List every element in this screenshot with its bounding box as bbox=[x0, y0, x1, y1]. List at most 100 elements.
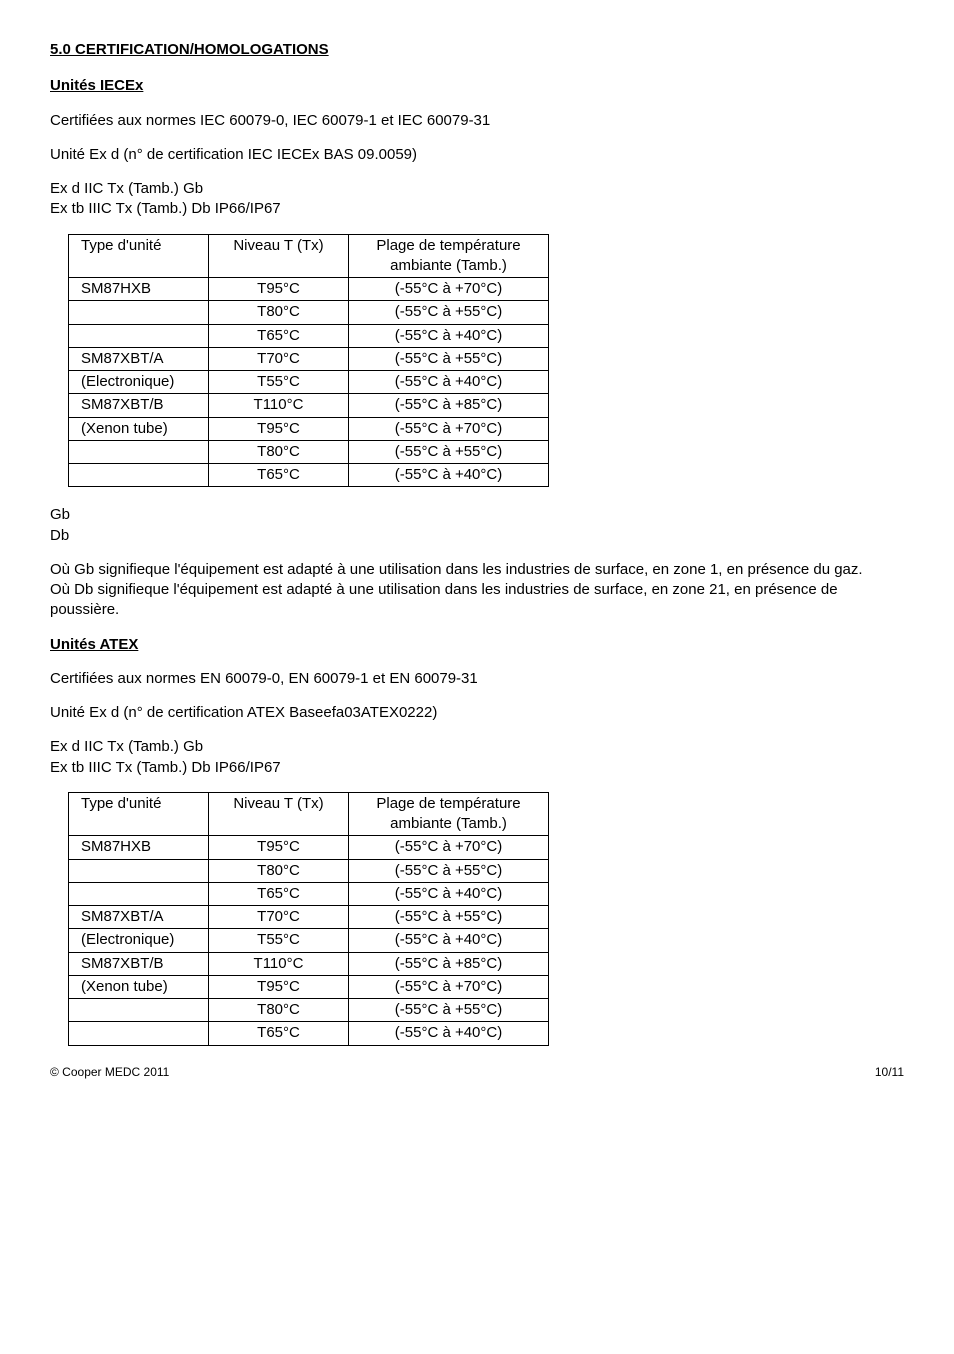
db-label: Db bbox=[50, 526, 904, 546]
atex-heading: Unités ATEX bbox=[50, 635, 904, 655]
cell-type: SM87HXB bbox=[69, 836, 209, 859]
cell-type bbox=[69, 301, 209, 324]
table-row: SM87XBT/AT70°C(-55°C à +55°C) bbox=[69, 906, 549, 929]
cell-type: SM87XBT/A bbox=[69, 347, 209, 370]
th-plage: Plage de température ambiante (Tamb.) bbox=[349, 234, 549, 278]
table-row: SM87HXBT95°C(-55°C à +70°C) bbox=[69, 836, 549, 859]
cell-niveau: T70°C bbox=[209, 906, 349, 929]
table-row: T65°C(-55°C à +40°C) bbox=[69, 1022, 549, 1045]
cell-niveau: T80°C bbox=[209, 859, 349, 882]
cell-type bbox=[69, 999, 209, 1022]
cell-niveau: T55°C bbox=[209, 371, 349, 394]
th-plage-line1: Plage de température bbox=[376, 795, 520, 812]
section-title: 5.0 CERTIFICATION/HOMOLOGATIONS bbox=[50, 40, 904, 60]
th-plage-line2: ambiante (Tamb.) bbox=[390, 257, 507, 274]
gb-label: Gb bbox=[50, 505, 904, 525]
cell-plage: (-55°C à +40°C) bbox=[349, 371, 549, 394]
cell-type bbox=[69, 859, 209, 882]
table-header-row: Type d'unité Niveau T (Tx) Plage de temp… bbox=[69, 792, 549, 836]
cell-plage: (-55°C à +55°C) bbox=[349, 347, 549, 370]
table-row: (Electronique)T55°C(-55°C à +40°C) bbox=[69, 371, 549, 394]
cell-niveau: T70°C bbox=[209, 347, 349, 370]
atex-table: Type d'unité Niveau T (Tx) Plage de temp… bbox=[68, 792, 549, 1046]
th-plage: Plage de température ambiante (Tamb.) bbox=[349, 792, 549, 836]
cell-type: (Xenon tube) bbox=[69, 417, 209, 440]
cell-type bbox=[69, 440, 209, 463]
db-text: Où Db signifieque l'équipement est adapt… bbox=[50, 580, 904, 621]
iecex-table: Type d'unité Niveau T (Tx) Plage de temp… bbox=[68, 234, 549, 488]
cell-niveau: T95°C bbox=[209, 836, 349, 859]
cell-plage: (-55°C à +40°C) bbox=[349, 464, 549, 487]
cell-niveau: T110°C bbox=[209, 952, 349, 975]
cell-type bbox=[69, 324, 209, 347]
th-niveau: Niveau T (Tx) bbox=[209, 792, 349, 836]
table-header-row: Type d'unité Niveau T (Tx) Plage de temp… bbox=[69, 234, 549, 278]
cell-niveau: T95°C bbox=[209, 975, 349, 998]
iecex-heading: Unités IECEx bbox=[50, 76, 904, 96]
cell-type: SM87XBT/B bbox=[69, 952, 209, 975]
table-row: T65°C(-55°C à +40°C) bbox=[69, 882, 549, 905]
cell-type: (Electronique) bbox=[69, 371, 209, 394]
cell-type bbox=[69, 464, 209, 487]
table-row: (Electronique)T55°C(-55°C à +40°C) bbox=[69, 929, 549, 952]
cell-type: SM87HXB bbox=[69, 278, 209, 301]
table-row: SM87XBT/BT110°C(-55°C à +85°C) bbox=[69, 952, 549, 975]
cell-niveau: T95°C bbox=[209, 278, 349, 301]
cell-plage: (-55°C à +70°C) bbox=[349, 417, 549, 440]
table-row: (Xenon tube)T95°C(-55°C à +70°C) bbox=[69, 975, 549, 998]
cell-plage: (-55°C à +55°C) bbox=[349, 440, 549, 463]
table-row: SM87HXBT95°C(-55°C à +70°C) bbox=[69, 278, 549, 301]
atex-cert-line: Certifiées aux normes EN 60079-0, EN 600… bbox=[50, 669, 904, 689]
cell-niveau: T80°C bbox=[209, 440, 349, 463]
th-type: Type d'unité bbox=[69, 234, 209, 278]
cell-plage: (-55°C à +55°C) bbox=[349, 301, 549, 324]
table-row: T80°C(-55°C à +55°C) bbox=[69, 301, 549, 324]
iecex-code2: Ex tb IIIC Tx (Tamb.) Db IP66/IP67 bbox=[50, 199, 904, 219]
cell-plage: (-55°C à +40°C) bbox=[349, 929, 549, 952]
cell-type bbox=[69, 1022, 209, 1045]
table-row: T80°C(-55°C à +55°C) bbox=[69, 859, 549, 882]
cell-type bbox=[69, 882, 209, 905]
cell-plage: (-55°C à +55°C) bbox=[349, 906, 549, 929]
cell-type: (Xenon tube) bbox=[69, 975, 209, 998]
footer-page-number: 10/11 bbox=[875, 1064, 904, 1080]
cell-plage: (-55°C à +70°C) bbox=[349, 278, 549, 301]
table-row: T80°C(-55°C à +55°C) bbox=[69, 999, 549, 1022]
cell-plage: (-55°C à +40°C) bbox=[349, 1022, 549, 1045]
cell-niveau: T110°C bbox=[209, 394, 349, 417]
page-footer: © Cooper MEDC 2011 10/11 bbox=[50, 1064, 904, 1080]
cell-plage: (-55°C à +85°C) bbox=[349, 394, 549, 417]
gb-text: Où Gb signifieque l'équipement est adapt… bbox=[50, 560, 904, 580]
iecex-cert-line: Certifiées aux normes IEC 60079-0, IEC 6… bbox=[50, 111, 904, 131]
cell-niveau: T55°C bbox=[209, 929, 349, 952]
cell-plage: (-55°C à +40°C) bbox=[349, 882, 549, 905]
iecex-code1: Ex d IIC Tx (Tamb.) Gb bbox=[50, 179, 904, 199]
cell-niveau: T95°C bbox=[209, 417, 349, 440]
table-row: (Xenon tube)T95°C(-55°C à +70°C) bbox=[69, 417, 549, 440]
footer-copyright: © Cooper MEDC 2011 bbox=[50, 1064, 169, 1080]
cell-plage: (-55°C à +85°C) bbox=[349, 952, 549, 975]
atex-code2: Ex tb IIIC Tx (Tamb.) Db IP66/IP67 bbox=[50, 758, 904, 778]
atex-code1: Ex d IIC Tx (Tamb.) Gb bbox=[50, 737, 904, 757]
cell-type: (Electronique) bbox=[69, 929, 209, 952]
iecex-unit-line: Unité Ex d (n° de certification IEC IECE… bbox=[50, 145, 904, 165]
cell-niveau: T65°C bbox=[209, 324, 349, 347]
cell-plage: (-55°C à +70°C) bbox=[349, 836, 549, 859]
cell-plage: (-55°C à +55°C) bbox=[349, 859, 549, 882]
cell-plage: (-55°C à +55°C) bbox=[349, 999, 549, 1022]
cell-plage: (-55°C à +70°C) bbox=[349, 975, 549, 998]
th-type: Type d'unité bbox=[69, 792, 209, 836]
cell-type: SM87XBT/A bbox=[69, 906, 209, 929]
th-plage-line1: Plage de température bbox=[376, 237, 520, 254]
cell-niveau: T65°C bbox=[209, 882, 349, 905]
th-niveau: Niveau T (Tx) bbox=[209, 234, 349, 278]
table-row: SM87XBT/BT110°C(-55°C à +85°C) bbox=[69, 394, 549, 417]
table-row: SM87XBT/AT70°C(-55°C à +55°C) bbox=[69, 347, 549, 370]
cell-niveau: T80°C bbox=[209, 301, 349, 324]
atex-unit-line: Unité Ex d (n° de certification ATEX Bas… bbox=[50, 703, 904, 723]
table-row: T65°C(-55°C à +40°C) bbox=[69, 324, 549, 347]
cell-niveau: T80°C bbox=[209, 999, 349, 1022]
table-row: T65°C(-55°C à +40°C) bbox=[69, 464, 549, 487]
cell-plage: (-55°C à +40°C) bbox=[349, 324, 549, 347]
table-row: T80°C(-55°C à +55°C) bbox=[69, 440, 549, 463]
